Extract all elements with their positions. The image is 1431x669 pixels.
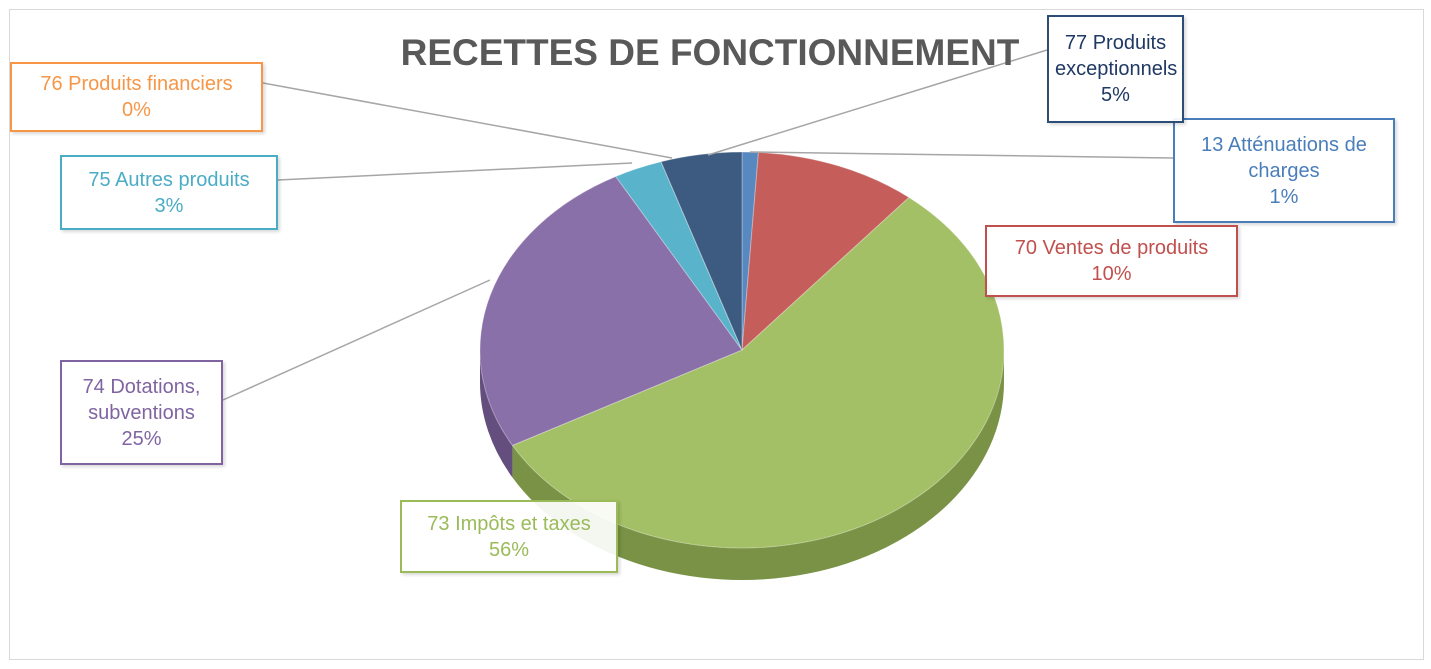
slice: [615, 161, 743, 351]
label-value: 5%: [1101, 84, 1130, 106]
leader-line: [707, 49, 1048, 156]
data-label: 73 Impôts et taxes 56%: [400, 500, 618, 573]
slice-side-shade: [480, 350, 513, 478]
leader-line: [222, 279, 491, 401]
data-label: 76 Produits financiers 0%: [10, 62, 263, 132]
leader-line: [277, 162, 633, 181]
label-category: 76 Produits financiers: [40, 73, 233, 95]
label-value: 10%: [1091, 263, 1132, 285]
label-category: 73 Impôts et taxes: [427, 512, 591, 535]
slice: [660, 151, 743, 351]
leader-line: [749, 151, 1174, 159]
label-category: 13 Atténuations de charges: [1201, 133, 1367, 182]
chart-border: [9, 9, 1424, 660]
label-value: 1%: [1269, 185, 1299, 208]
label-value: 56%: [488, 538, 530, 561]
data-label: 75 Autres produits 3%: [60, 155, 278, 230]
slice-side: [480, 350, 513, 478]
label-category: 75 Autres produits: [88, 168, 250, 191]
label-value: 3%: [154, 194, 184, 217]
label-category: 74 Dotations, subventions: [82, 375, 201, 424]
label-value: 25%: [121, 427, 162, 450]
data-label: 70 Ventes de produits 10%: [985, 225, 1238, 297]
slice: [741, 151, 910, 352]
data-label: 77 Produits exceptionnels 5%: [1047, 15, 1184, 123]
data-label: 74 Dotations, subventions 25%: [60, 360, 223, 465]
slice: [479, 175, 743, 447]
slice-side: [512, 350, 1004, 581]
label-category: 77 Produits exceptionnels: [1055, 32, 1178, 80]
slice-side-shade: [512, 350, 1004, 581]
chart-title: RECETTES DE FONCTIONNEMENT: [400, 32, 1020, 73]
leader-line: [262, 82, 673, 159]
label-category: 70 Ventes de produits: [1014, 237, 1209, 259]
data-label: 13 Atténuations de charges 1%: [1173, 118, 1395, 223]
label-value: 0%: [122, 99, 151, 121]
